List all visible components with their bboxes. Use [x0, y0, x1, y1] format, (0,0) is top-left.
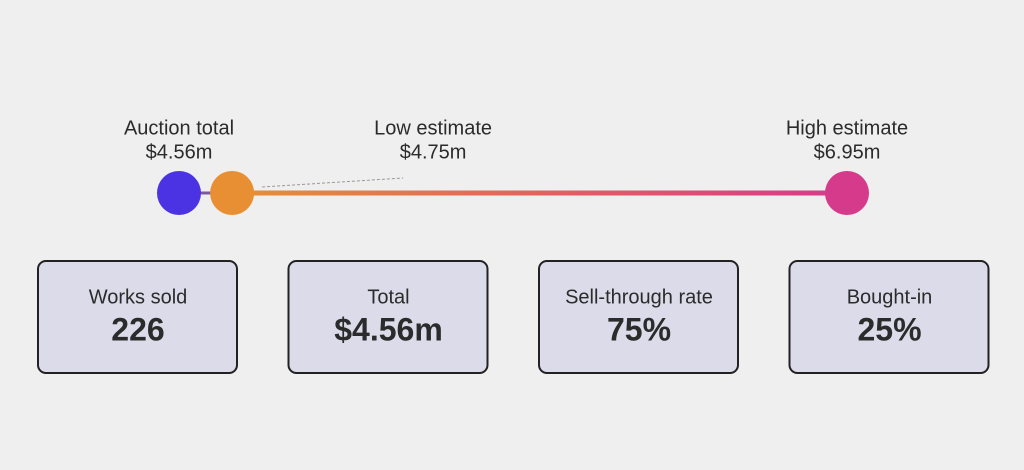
leader-line — [262, 177, 404, 188]
card-value: $4.56m — [334, 311, 443, 347]
dot-label: Auction total — [124, 117, 234, 139]
stat-cards: Works sold 226 Total $4.56m Sell-through rat… — [37, 260, 990, 374]
stat-card — [788, 260, 990, 374]
card-label: Bought-in — [847, 286, 933, 308]
card-value: 75% — [607, 311, 671, 347]
dot-label: High estimate — [786, 117, 908, 139]
card-label: Sell-through rate — [565, 286, 713, 308]
dot — [210, 171, 255, 215]
card-value: 226 — [111, 311, 164, 347]
card-label: Works sold — [89, 286, 188, 308]
dot-value-label: $4.75m — [400, 141, 467, 163]
card-label: Total — [367, 286, 409, 308]
dot — [825, 171, 869, 215]
card-value: 25% — [857, 311, 921, 347]
dot-value-label: $6.95m — [814, 141, 881, 163]
stat-card — [287, 260, 489, 374]
dot-plot: Auction total$4.56m Low estimate$4.75m Hig… — [124, 117, 908, 215]
stat-card — [538, 260, 739, 374]
stat-card — [37, 260, 238, 374]
dot-label: Low estimate — [374, 117, 492, 139]
dot-value-label: $4.56m — [146, 141, 213, 163]
dot — [157, 171, 201, 215]
